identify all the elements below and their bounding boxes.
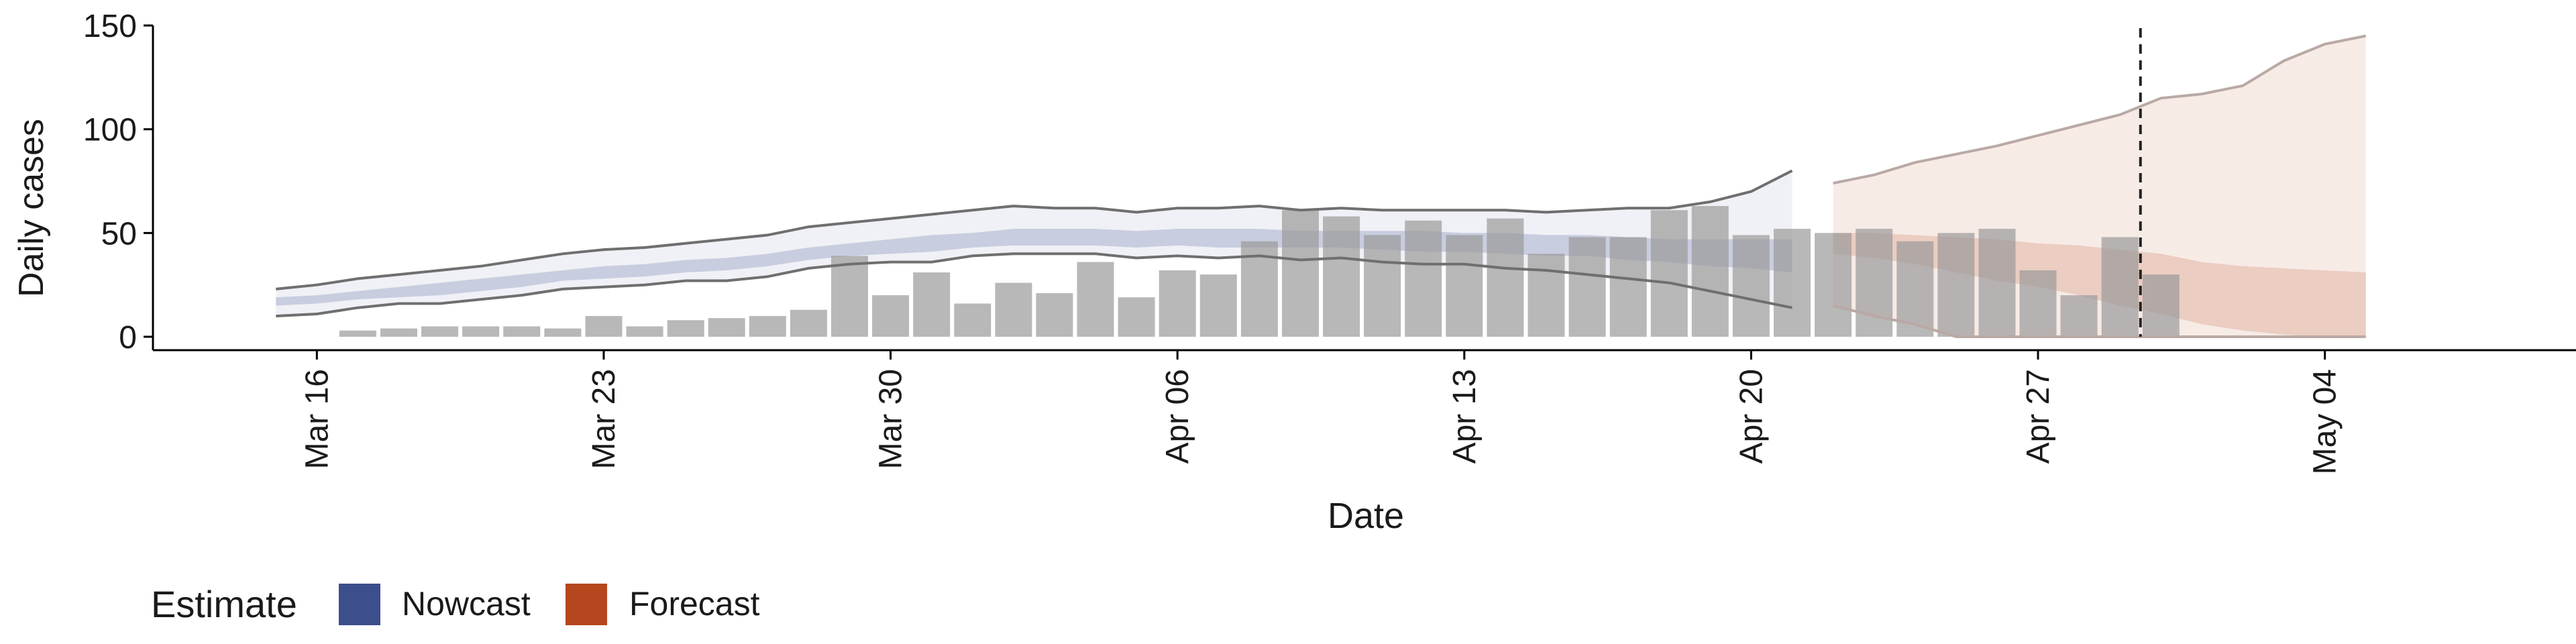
x-tick-label: Apr 20	[1733, 369, 1769, 464]
bar	[421, 326, 459, 337]
y-tick-label: 150	[83, 9, 137, 44]
bar	[2060, 295, 2098, 337]
bar	[913, 272, 951, 337]
reported-cases-bars	[339, 206, 2180, 337]
bar	[1815, 233, 1852, 337]
bar	[667, 320, 704, 337]
bar	[1487, 218, 1524, 337]
x-tick-label: Mar 30	[873, 369, 909, 469]
bar	[339, 330, 376, 337]
bar	[1856, 229, 1893, 337]
bar	[831, 256, 868, 337]
bar	[626, 326, 663, 337]
bar	[585, 316, 623, 337]
bar	[954, 303, 991, 337]
bar	[380, 328, 417, 337]
x-tick-label: May 04	[2308, 369, 2343, 474]
x-tick-label: Apr 27	[2021, 369, 2056, 464]
bar	[1199, 274, 1237, 337]
y-ticks: 0 50 100 150	[83, 9, 153, 356]
legend-label-forecast: Forecast	[629, 585, 760, 623]
bar	[2101, 237, 2139, 337]
ribbon-bound-lines	[276, 34, 2367, 338]
bar	[2142, 274, 2180, 337]
bar	[1036, 293, 1073, 337]
bar	[1159, 270, 1196, 337]
legend-label-nowcast: Nowcast	[402, 585, 531, 623]
bar	[790, 309, 827, 337]
legend: Estimate Nowcast Forecast	[151, 583, 760, 625]
x-tick-label: Mar 23	[586, 369, 622, 469]
bar	[544, 328, 582, 337]
bar	[1405, 220, 1442, 337]
bar	[708, 318, 745, 337]
bar	[1446, 235, 1483, 337]
bar	[1978, 229, 2016, 337]
legend-title: Estimate	[151, 583, 297, 625]
bar	[1609, 237, 1647, 337]
x-tick-label: Mar 16	[299, 369, 335, 469]
y-tick-label: 100	[83, 113, 137, 148]
bar	[1774, 229, 1811, 337]
bar	[2019, 270, 2057, 337]
nowcast-lower-line	[276, 252, 1792, 318]
y-tick-label: 50	[101, 216, 137, 252]
nowcast-upper-line	[276, 169, 1793, 290]
bar	[503, 326, 541, 337]
legend-swatch-nowcast	[339, 584, 380, 625]
x-ticks: Mar 16 Mar 23 Mar 30 Apr 06 Apr 13 Apr 20 Apr …	[299, 350, 2343, 474]
nowcast-ribbon-90	[276, 170, 1792, 317]
bar	[995, 282, 1032, 337]
bar	[1527, 254, 1565, 337]
bar	[872, 295, 910, 337]
bar	[1323, 216, 1360, 337]
bar	[1691, 206, 1729, 337]
x-axis-title: Date	[1328, 496, 1404, 536]
bar	[1364, 235, 1401, 337]
y-axis-title: Daily cases	[12, 119, 51, 297]
bar	[1118, 297, 1155, 337]
bar	[462, 326, 500, 337]
x-tick-label: Apr 13	[1447, 369, 1483, 464]
bar	[1568, 237, 1606, 337]
bar	[1282, 210, 1319, 337]
bar	[1937, 233, 1975, 337]
y-tick-label: 0	[119, 320, 137, 356]
bar	[1732, 235, 1770, 337]
bar	[1650, 210, 1688, 337]
legend-swatch-forecast	[566, 584, 607, 625]
bar	[749, 316, 786, 337]
x-tick-label: Apr 06	[1160, 369, 1195, 464]
forecast-lower-line	[1833, 304, 2366, 338]
forecast-upper-line	[1833, 34, 2367, 185]
bar	[1077, 262, 1114, 337]
axes	[152, 25, 2576, 352]
